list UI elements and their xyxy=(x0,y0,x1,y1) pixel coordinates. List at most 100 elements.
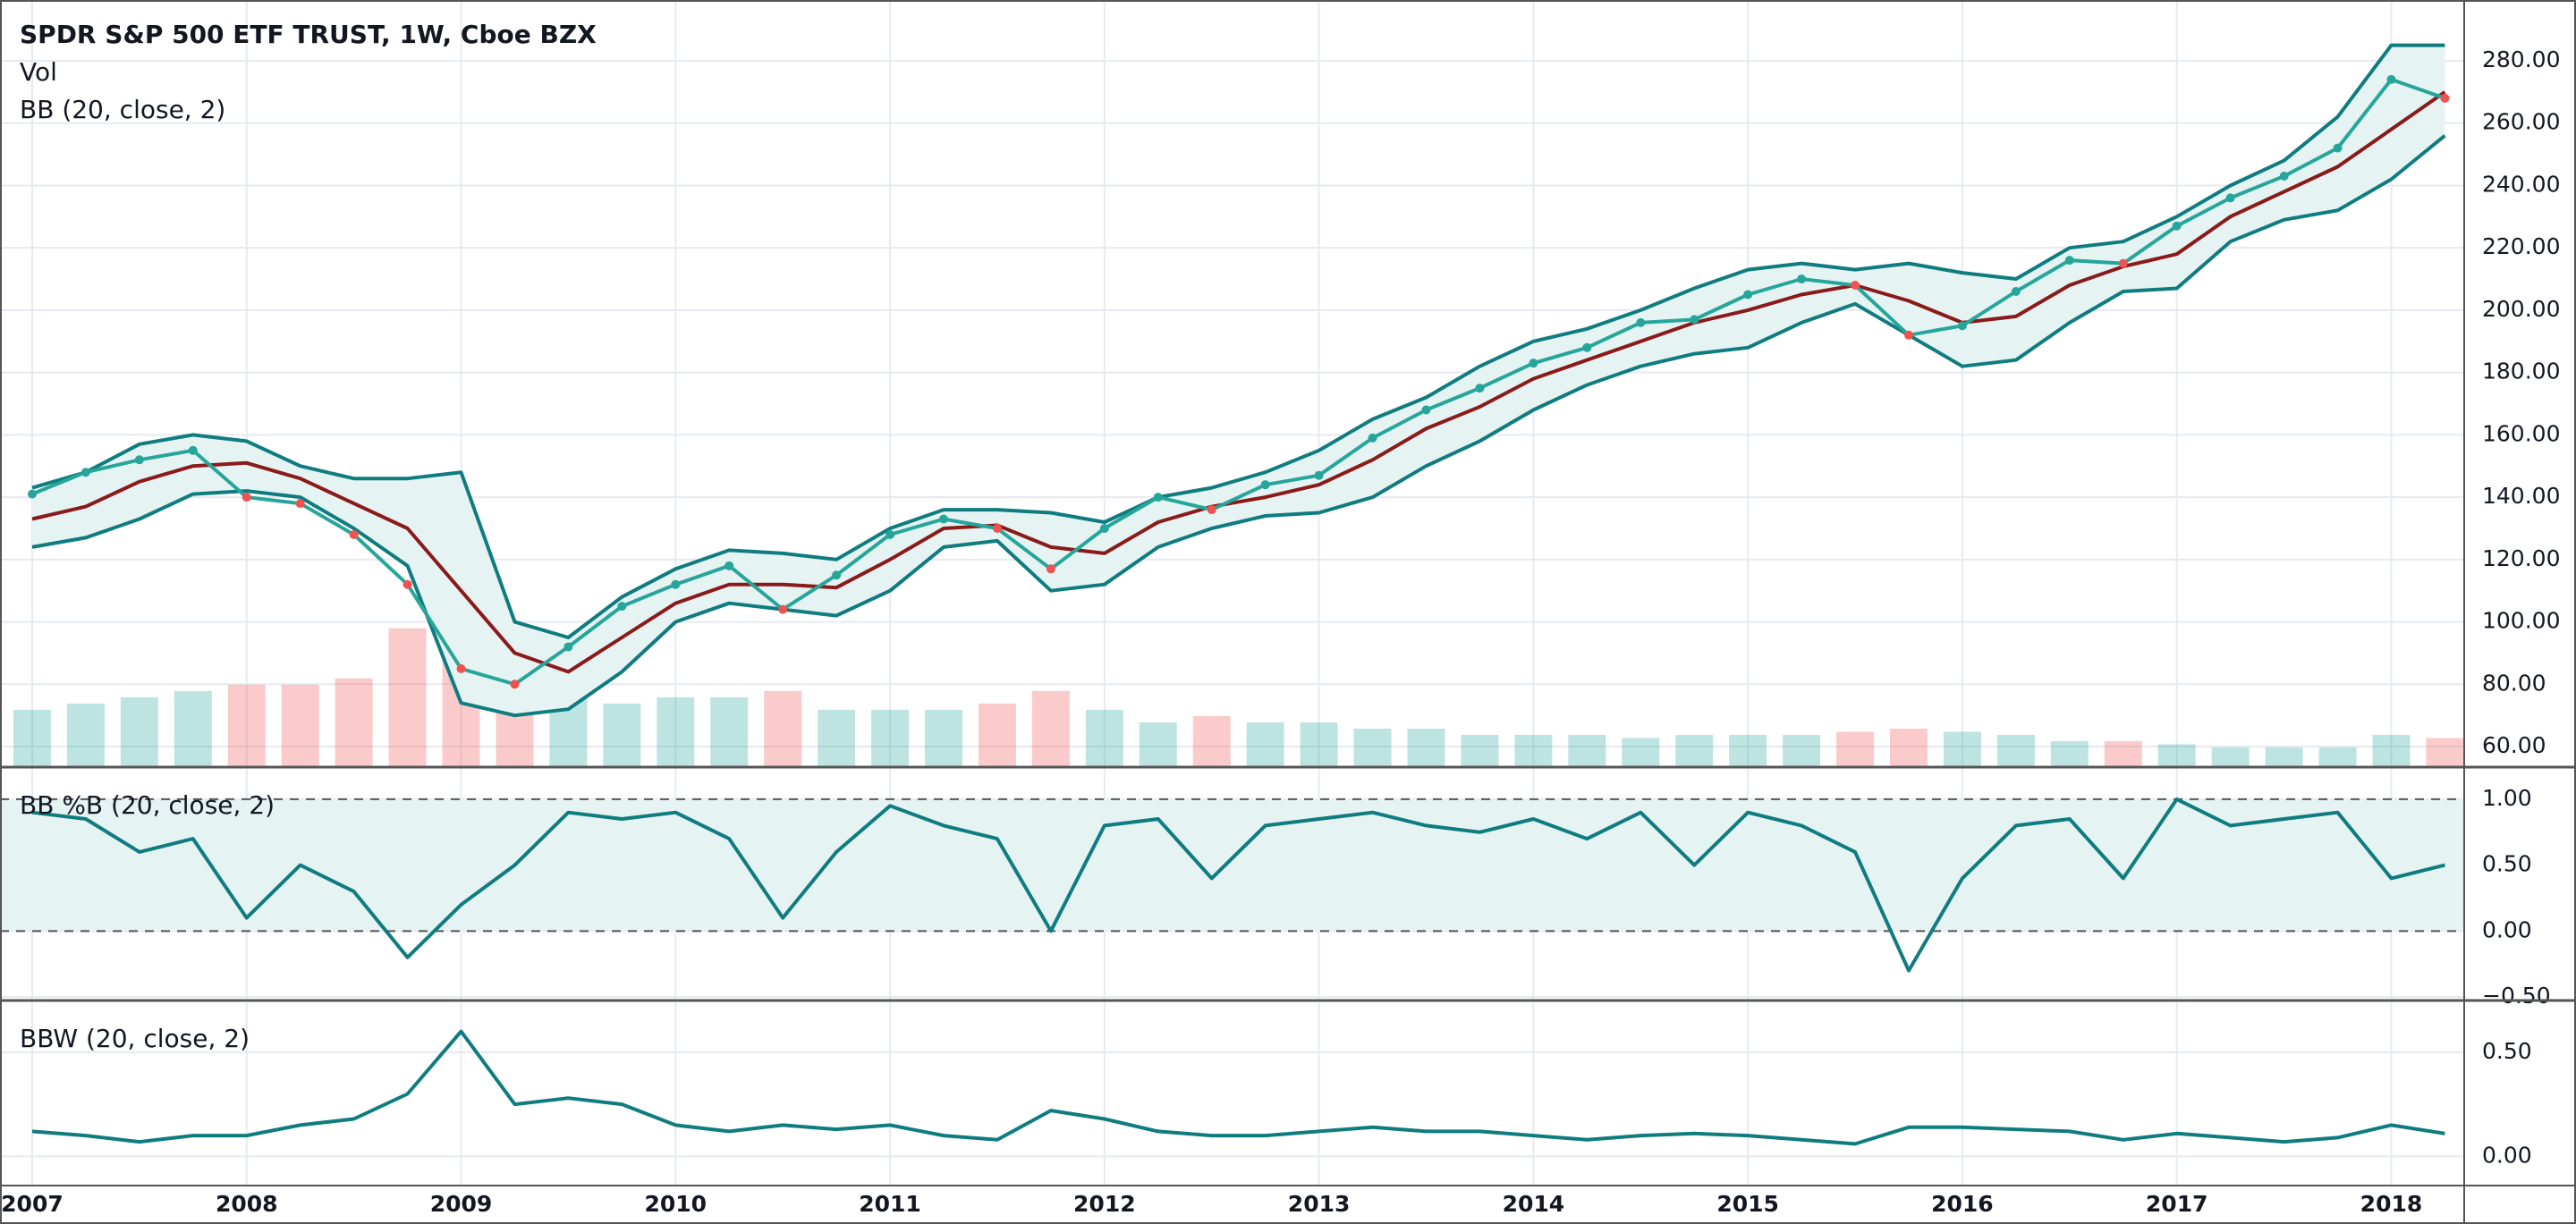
volume-bar xyxy=(1085,709,1123,766)
band-fill xyxy=(31,45,2445,716)
y-tick-label: 1.00 xyxy=(2482,785,2532,811)
price-point xyxy=(402,579,412,589)
y-tick-label: 240.00 xyxy=(2482,171,2560,197)
volume-bar xyxy=(1622,738,1660,766)
band-upper xyxy=(31,43,2445,639)
price-point xyxy=(1046,564,1055,574)
x-tick-label: 2012 xyxy=(1073,1191,1136,1217)
volume-bar xyxy=(1675,734,1714,766)
x-tick-label: 2007 xyxy=(1,1191,64,1217)
volume-bar xyxy=(1246,722,1284,766)
y-tick-label: 280.00 xyxy=(2482,46,2560,72)
volume-bar xyxy=(66,703,105,766)
y-tick-label: 140.00 xyxy=(2482,483,2560,509)
price-point xyxy=(1153,493,1163,502)
price-point xyxy=(134,455,144,465)
volume-bar xyxy=(2372,734,2411,766)
price-point xyxy=(724,561,734,570)
volume-bar xyxy=(120,696,158,766)
band-lower xyxy=(31,134,2446,718)
x-tick-label: 2017 xyxy=(2146,1191,2208,1217)
price-point xyxy=(80,468,90,477)
y-tick-label: 0.50 xyxy=(2482,851,2532,877)
y-tick-label: 0.50 xyxy=(2482,1038,2532,1064)
price-point xyxy=(510,680,520,689)
volume-bar xyxy=(2211,747,2250,766)
chart-title: SPDR S&P 500 ETF TRUST, 1W, Cboe BZX xyxy=(20,20,597,49)
indicator-line xyxy=(31,1029,2445,1146)
price-point xyxy=(27,489,37,499)
price-point xyxy=(349,529,359,539)
bands-label: BB (20, close, 2) xyxy=(20,95,225,124)
volume-bar xyxy=(818,709,856,766)
price-point xyxy=(1475,384,1485,393)
price-point xyxy=(456,663,466,673)
price-point xyxy=(617,602,627,612)
y-tick-label: 160.00 xyxy=(2482,420,2560,446)
price-point xyxy=(2440,93,2450,103)
y-tick-label: 0.00 xyxy=(2482,1142,2532,1168)
volume-bar xyxy=(978,703,1016,766)
band-basis xyxy=(31,90,2446,674)
y-tick-label: 60.00 xyxy=(2482,732,2546,758)
price-point xyxy=(2011,286,2021,296)
volume-bar xyxy=(1192,715,1231,766)
volume-bar xyxy=(710,696,749,766)
price-point xyxy=(1207,505,1216,515)
price-point xyxy=(1368,433,1377,443)
volume-bar xyxy=(1514,734,1553,766)
price-point xyxy=(2279,171,2289,181)
volume-bar xyxy=(1139,722,1177,766)
x-tick-label: 2009 xyxy=(430,1191,493,1217)
volume-bar xyxy=(1996,734,2035,766)
price-point xyxy=(1582,342,1592,352)
volume-bar xyxy=(1943,731,1981,766)
volume-label: Vol xyxy=(20,57,57,87)
volume-bar xyxy=(335,678,373,766)
volume-bar xyxy=(174,690,212,766)
x-tick-label: 2018 xyxy=(2360,1191,2423,1217)
price-point xyxy=(2172,221,2182,231)
volume-bar xyxy=(1729,734,1767,766)
volume-bar xyxy=(2265,747,2303,766)
x-tick-label: 2014 xyxy=(1503,1191,1565,1217)
volume-bar xyxy=(657,696,695,766)
volume-bar xyxy=(281,684,319,766)
y-tick-label: −0.50 xyxy=(2482,983,2551,1009)
x-tick-label: 2010 xyxy=(644,1191,707,1217)
price-point xyxy=(2225,193,2235,203)
y-tick-label: 180.00 xyxy=(2482,359,2560,384)
plot xyxy=(0,797,2464,973)
price-point xyxy=(1099,523,1109,533)
volume-bar xyxy=(2157,744,2196,766)
price-point xyxy=(1529,359,1538,368)
volume-bar xyxy=(2318,747,2357,766)
volume-bar xyxy=(925,709,962,766)
price-point xyxy=(2118,258,2128,268)
price-point xyxy=(1743,290,1753,300)
volume-bar xyxy=(2104,740,2142,766)
price-point xyxy=(886,529,895,539)
price-point xyxy=(939,514,949,524)
y-tick-label: 200.00 xyxy=(2482,296,2560,322)
volume-bar xyxy=(1353,728,1392,766)
price-point xyxy=(778,604,788,614)
price-point xyxy=(832,570,842,580)
price-point xyxy=(1903,330,1913,340)
price-point xyxy=(2386,74,2396,84)
pane-title: BB %B (20, close, 2) xyxy=(20,790,275,820)
volume-bar xyxy=(227,684,266,766)
volume-bar xyxy=(13,709,51,766)
x-tick-label: 2015 xyxy=(1716,1191,1779,1217)
volume-bar xyxy=(1836,731,1875,766)
pane-title: BBW (20, close, 2) xyxy=(20,1024,250,1053)
price-point xyxy=(295,499,305,509)
y-tick-label: 220.00 xyxy=(2482,233,2560,259)
volume-bar xyxy=(1461,734,1499,766)
plot xyxy=(13,43,2464,766)
price-point xyxy=(188,445,198,455)
volume-bar xyxy=(871,709,910,766)
price-point xyxy=(1851,281,1860,291)
price-point xyxy=(1314,470,1324,480)
